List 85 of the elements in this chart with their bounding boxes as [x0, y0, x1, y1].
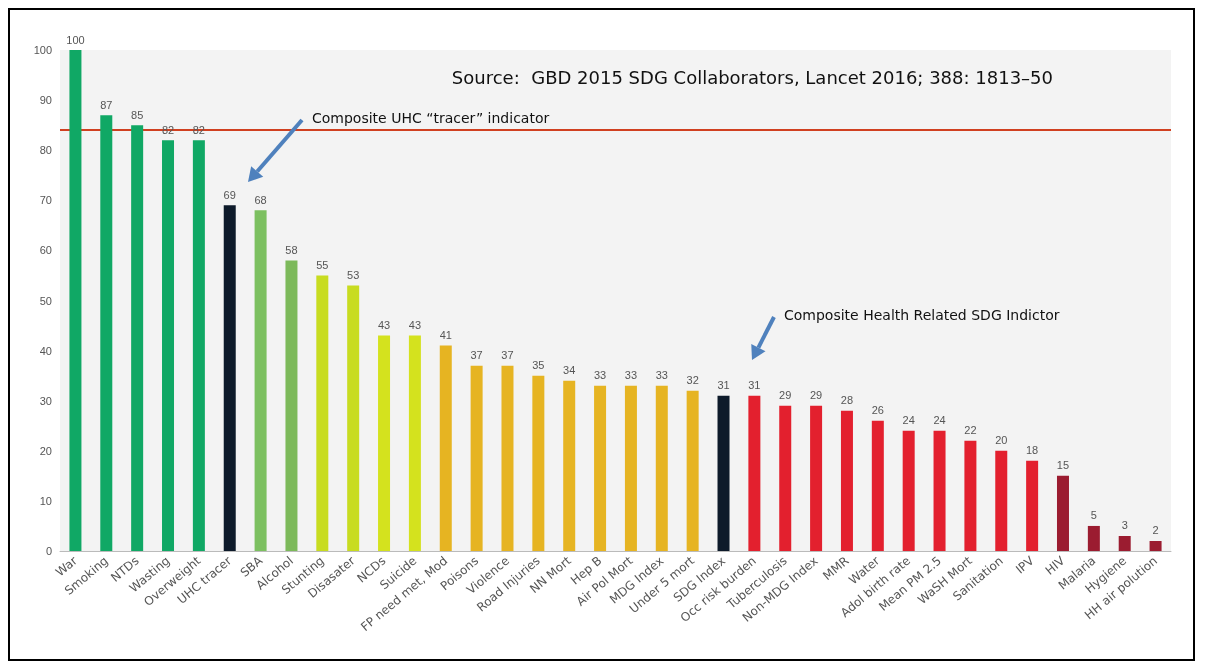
data-label: 68 — [254, 193, 267, 206]
bar — [1026, 460, 1039, 551]
data-label: 15 — [1056, 459, 1070, 472]
bar — [69, 50, 82, 551]
data-label: 43 — [408, 319, 422, 332]
bar — [779, 405, 792, 551]
data-label: 33 — [624, 369, 638, 382]
bar — [162, 140, 175, 551]
bar — [624, 385, 637, 551]
data-label: 20 — [995, 434, 1008, 447]
data-label: 26 — [871, 404, 884, 417]
annotation: Source: GBD 2015 SDG Collaborators, Lancet 2016; 388: 1813–50 — [451, 66, 1053, 88]
data-label: 32 — [686, 374, 699, 387]
bar — [902, 430, 915, 551]
y-tick-label: 40 — [39, 344, 52, 357]
data-label: 24 — [933, 414, 946, 427]
data-label: 18 — [1026, 444, 1039, 457]
bar — [378, 335, 391, 551]
data-label: 53 — [347, 268, 360, 281]
data-label: 85 — [131, 108, 144, 121]
bar — [408, 335, 421, 551]
data-label: 5 — [1090, 509, 1097, 522]
bar — [563, 380, 576, 551]
bar — [223, 205, 236, 551]
bar — [840, 410, 853, 551]
bar — [1118, 535, 1131, 551]
bar — [748, 395, 761, 551]
data-label: 29 — [809, 389, 823, 402]
bar — [594, 385, 607, 551]
bar — [100, 115, 113, 551]
data-label: 34 — [563, 364, 576, 377]
data-label: 43 — [377, 319, 391, 332]
bar — [439, 345, 452, 551]
data-label: 37 — [470, 349, 483, 362]
data-label: 37 — [501, 349, 514, 362]
bar — [347, 285, 360, 551]
data-label: 2 — [1152, 524, 1159, 537]
bar — [1149, 540, 1162, 551]
data-label: 28 — [840, 394, 854, 407]
data-label: 35 — [532, 359, 545, 372]
bar — [1056, 475, 1069, 551]
data-label: 58 — [285, 243, 298, 256]
bar — [1087, 525, 1100, 551]
bar — [470, 365, 483, 551]
bar — [316, 275, 329, 551]
bar — [717, 395, 730, 551]
y-tick-label: 20 — [39, 444, 52, 457]
data-label: 3 — [1121, 519, 1128, 532]
y-tick-label: 70 — [39, 194, 52, 207]
y-tick-label: 10 — [39, 494, 52, 507]
bar — [131, 125, 144, 551]
data-label: 33 — [655, 369, 668, 382]
bar — [810, 405, 823, 551]
y-tick-label: 100 — [33, 44, 52, 56]
bar — [254, 210, 267, 551]
bar — [285, 260, 298, 551]
y-tick-label: 80 — [39, 144, 52, 157]
annotation: Composite UHC “tracer” indicator — [312, 110, 550, 126]
bar — [192, 140, 205, 551]
bar — [532, 375, 545, 551]
data-label: 22 — [964, 424, 977, 437]
bar — [501, 365, 514, 551]
y-tick-label: 90 — [39, 94, 52, 107]
data-label: 41 — [439, 329, 452, 342]
y-tick-label: 30 — [39, 394, 52, 407]
data-label: 100 — [66, 33, 85, 46]
bar — [871, 420, 884, 551]
bar — [995, 450, 1008, 551]
annotation: Composite Health Related SDG Indictor — [784, 307, 1060, 323]
x-tick-label: IPV — [1013, 553, 1038, 577]
bar — [964, 440, 977, 551]
y-tick-label: 0 — [45, 545, 52, 557]
y-tick-label: 50 — [39, 294, 52, 307]
data-label: 24 — [902, 414, 915, 427]
data-label: 87 — [100, 98, 113, 111]
data-label: 31 — [748, 379, 761, 392]
data-label: 55 — [316, 258, 329, 271]
bar — [933, 430, 946, 551]
y-tick-label: 60 — [39, 244, 52, 257]
bar — [655, 385, 668, 551]
data-label: 29 — [779, 389, 792, 402]
data-label: 69 — [223, 188, 236, 201]
bar — [686, 390, 699, 551]
data-label: 31 — [717, 379, 730, 392]
data-label: 33 — [593, 369, 607, 382]
